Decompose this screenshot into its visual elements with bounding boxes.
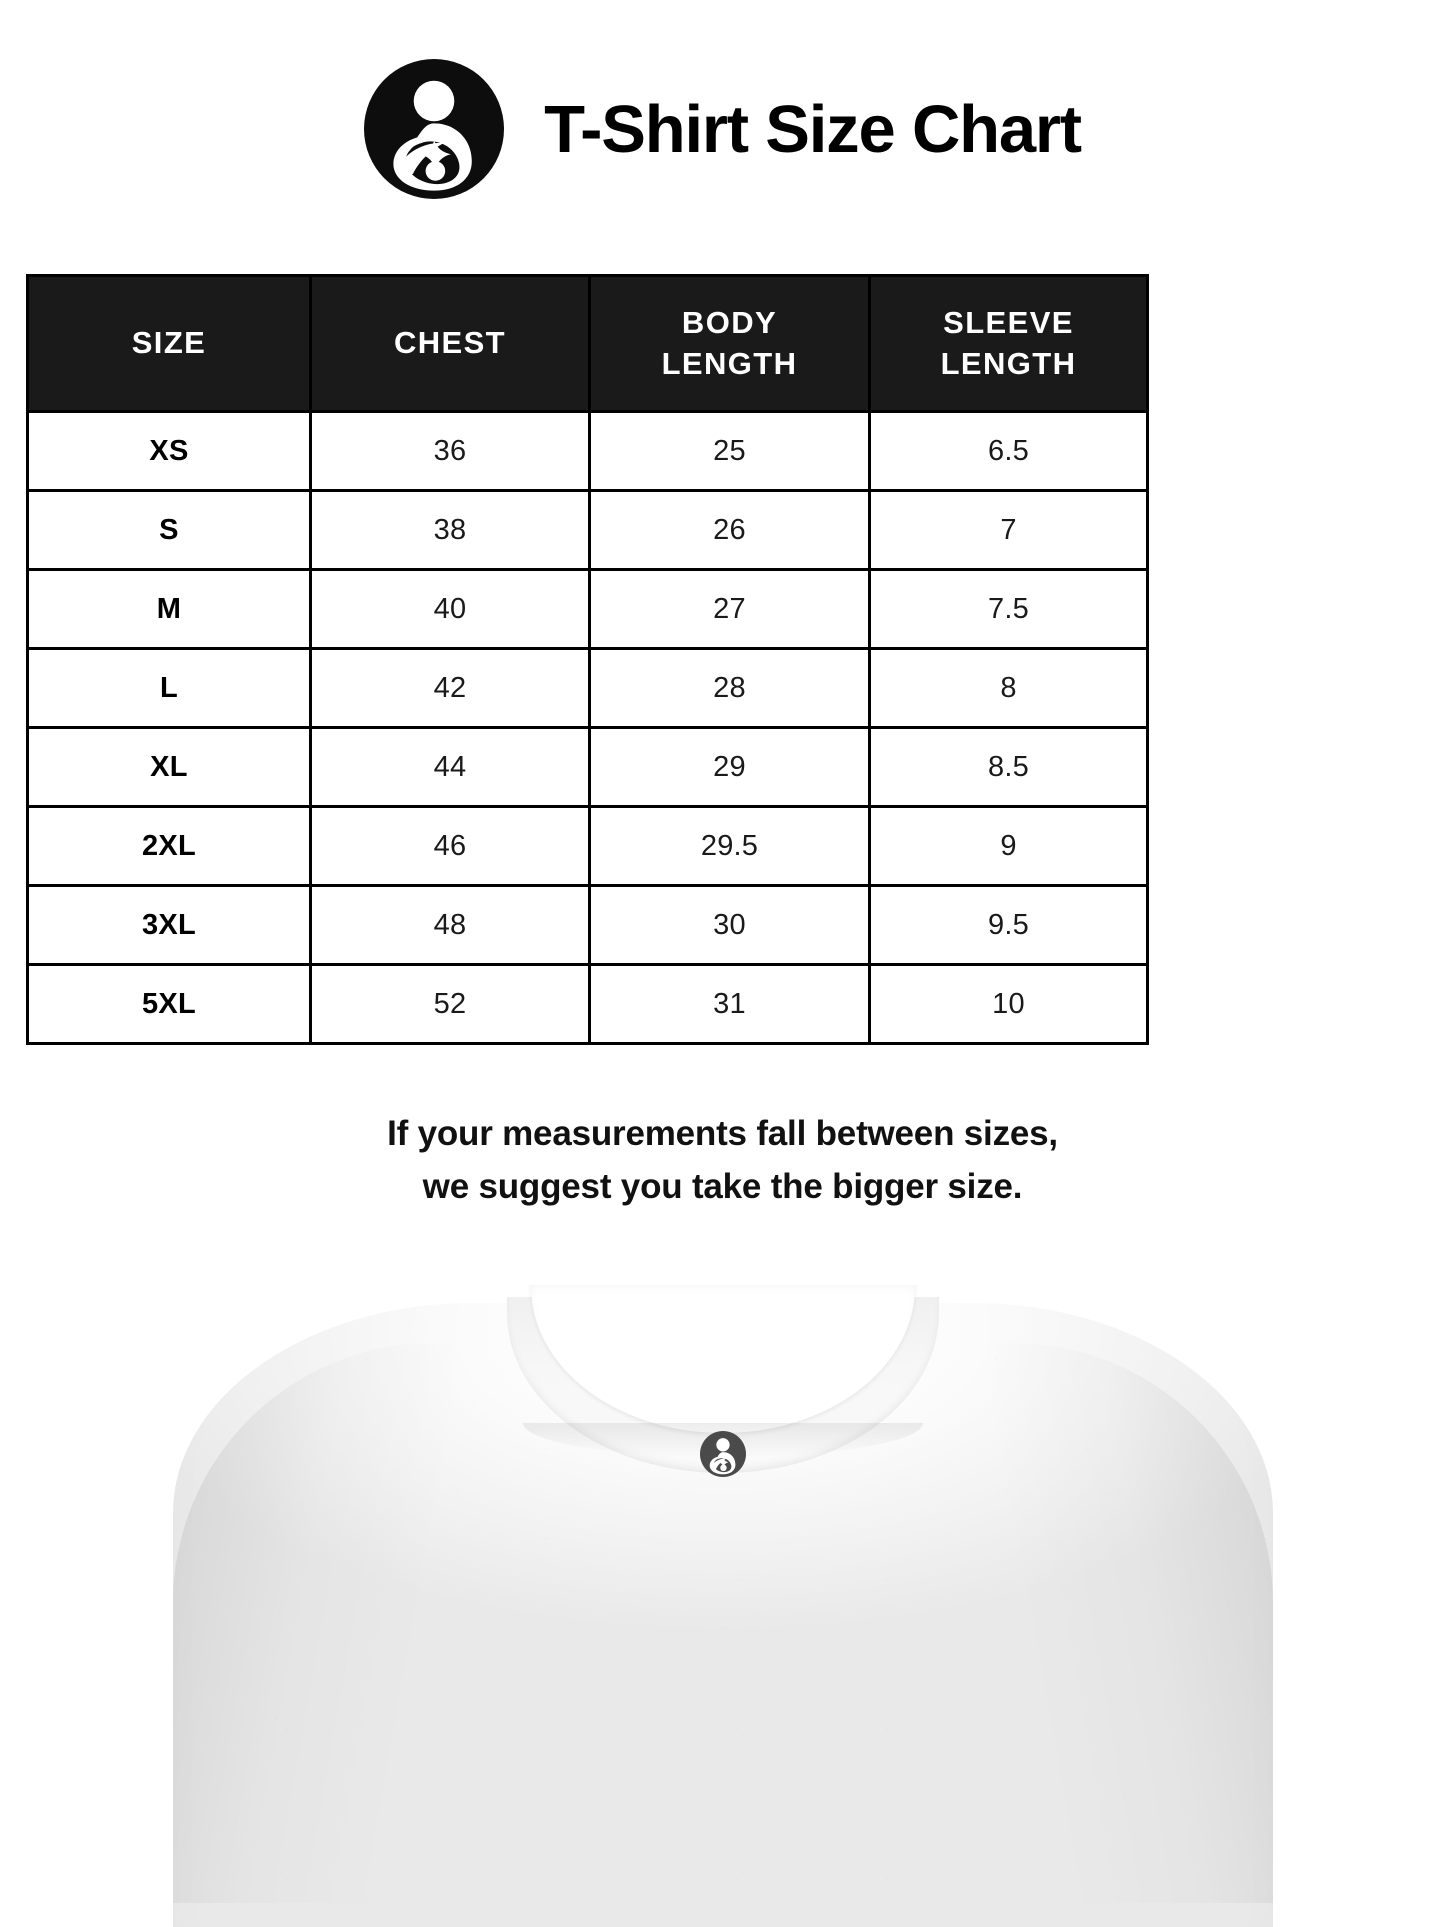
table-row: 2XL 46 29.5 9 — [26, 805, 1149, 887]
column-header-body-line2: LENGTH — [661, 345, 798, 381]
tshirt-shade-left — [172, 1343, 453, 1903]
cell-chest: 52 — [309, 963, 591, 1045]
tshirt-shade-right — [992, 1343, 1273, 1903]
sizing-note-line1: If your measurements fall between sizes, — [387, 1114, 1058, 1153]
cell-sleeve: 6.5 — [868, 410, 1149, 492]
cell-sleeve: 9 — [868, 805, 1149, 887]
cell-sleeve: 10 — [868, 963, 1149, 1045]
cell-body: 31 — [588, 963, 871, 1045]
cell-body: 30 — [588, 884, 871, 966]
cell-body: 26 — [588, 489, 871, 571]
tshirt-photo — [0, 1285, 1445, 1927]
column-header-chest-line1: CHEST — [393, 325, 507, 361]
cell-size: XS — [26, 410, 312, 492]
cell-body: 25 — [588, 410, 871, 492]
table-row: 3XL 48 30 9.5 — [26, 884, 1149, 966]
mother-and-child-badge-icon — [699, 1431, 746, 1477]
size-chart-table: SIZE CHEST BODY LENGTH SLEEVE LENGTH — [26, 274, 1149, 1045]
cell-size: M — [26, 568, 312, 650]
table-header: SIZE CHEST BODY LENGTH SLEEVE LENGTH — [26, 274, 1149, 413]
table-row: L 42 28 8 — [26, 647, 1149, 729]
cell-sleeve: 9.5 — [868, 884, 1149, 966]
table-header-row: SIZE CHEST BODY LENGTH SLEEVE LENGTH — [26, 274, 1149, 413]
tshirt-body — [172, 1285, 1273, 1927]
cell-body: 29.5 — [588, 805, 871, 887]
cell-sleeve: 8.5 — [868, 726, 1149, 808]
table-row: XL 44 29 8.5 — [26, 726, 1149, 808]
sizing-note: If your measurements fall between sizes,… — [0, 1107, 1445, 1213]
column-header-size-line1: SIZE — [131, 325, 207, 361]
table-row: XS 36 25 6.5 — [26, 410, 1149, 492]
cell-sleeve: 7.5 — [868, 568, 1149, 650]
cell-chest: 42 — [309, 647, 591, 729]
column-header-body-line1: BODY — [681, 304, 778, 340]
column-header-sleeve-line1: SLEEVE — [943, 304, 1074, 340]
cell-size: 2XL — [26, 805, 312, 887]
size-table-wrapper: SIZE CHEST BODY LENGTH SLEEVE LENGTH — [26, 274, 1149, 1045]
column-header-body-length: BODY LENGTH — [588, 274, 871, 413]
cell-chest: 36 — [309, 410, 591, 492]
mother-and-child-logo-icon — [364, 59, 505, 199]
cell-size: L — [26, 647, 312, 729]
table-row: M 40 27 7.5 — [26, 568, 1149, 650]
cell-size: S — [26, 489, 312, 571]
table-body: XS 36 25 6.5 S 38 26 7 M 40 27 7.5 — [26, 410, 1149, 1045]
cell-sleeve: 8 — [868, 647, 1149, 729]
cell-chest: 44 — [309, 726, 591, 808]
cell-size: XL — [26, 726, 312, 808]
column-header-sleeve-line2: LENGTH — [940, 345, 1077, 381]
cell-chest: 46 — [309, 805, 591, 887]
sizing-note-line2: we suggest you take the bigger size. — [422, 1167, 1023, 1207]
table-row: S 38 26 7 — [26, 489, 1149, 571]
cell-chest: 40 — [309, 568, 591, 650]
column-header-chest: CHEST — [309, 274, 591, 413]
cell-chest: 48 — [309, 884, 591, 966]
cell-body: 29 — [588, 726, 871, 808]
page-header: T-Shirt Size Chart — [0, 34, 1445, 224]
cell-body: 27 — [588, 568, 871, 650]
column-header-size: SIZE — [26, 274, 312, 413]
cell-chest: 38 — [309, 489, 591, 571]
column-header-sleeve-length: SLEEVE LENGTH — [868, 274, 1149, 413]
cell-sleeve: 7 — [868, 489, 1149, 571]
table-row: 5XL 52 31 10 — [26, 963, 1149, 1045]
cell-size: 5XL — [26, 963, 312, 1045]
cell-size: 3XL — [26, 884, 312, 966]
page-title: T-Shirt Size Chart — [544, 91, 1082, 167]
cell-body: 28 — [588, 647, 871, 729]
